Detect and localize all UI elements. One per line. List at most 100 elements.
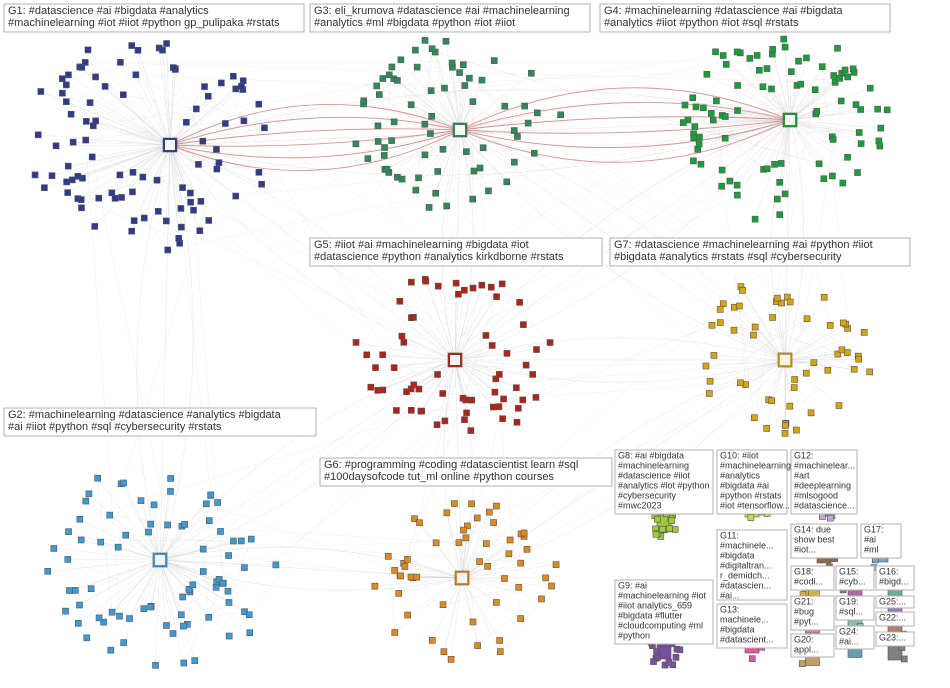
network-node[interactable] — [782, 423, 788, 429]
network-node[interactable] — [787, 403, 793, 409]
network-node[interactable] — [723, 61, 729, 67]
network-node[interactable] — [462, 83, 468, 89]
network-node[interactable] — [375, 123, 381, 129]
network-node[interactable] — [215, 500, 221, 506]
network-node[interactable] — [259, 181, 265, 187]
network-node[interactable] — [408, 279, 414, 285]
network-node[interactable] — [53, 143, 59, 149]
network-node[interactable] — [489, 343, 495, 349]
network-node[interactable] — [66, 529, 72, 535]
network-node[interactable] — [404, 556, 410, 562]
network-node[interactable] — [704, 71, 710, 77]
network-node[interactable] — [707, 378, 713, 384]
network-node[interactable] — [464, 410, 470, 416]
network-node[interactable] — [845, 74, 851, 80]
network-node[interactable] — [170, 65, 176, 71]
network-node[interactable] — [735, 82, 741, 88]
network-node[interactable] — [389, 138, 395, 144]
network-node[interactable] — [401, 339, 407, 345]
network-node[interactable] — [226, 553, 232, 559]
network-node[interactable] — [159, 47, 165, 53]
network-node[interactable] — [469, 397, 475, 403]
network-node[interactable] — [133, 72, 139, 78]
network-node[interactable] — [178, 224, 184, 230]
network-node[interactable] — [241, 118, 247, 124]
network-node[interactable] — [364, 352, 370, 358]
network-node[interactable] — [530, 371, 536, 377]
network-node[interactable] — [513, 385, 519, 391]
network-node[interactable] — [419, 408, 425, 414]
network-node[interactable] — [218, 80, 224, 86]
network-node[interactable] — [129, 189, 135, 195]
network-node[interactable] — [709, 322, 715, 328]
network-node[interactable] — [88, 586, 94, 592]
network-node[interactable] — [722, 135, 728, 141]
network-node[interactable] — [803, 370, 809, 376]
network-node[interactable] — [393, 407, 399, 413]
network-node[interactable] — [64, 179, 70, 185]
network-node[interactable] — [382, 145, 388, 151]
network-node[interactable] — [696, 134, 702, 140]
network-node[interactable] — [706, 391, 712, 397]
network-node[interactable] — [392, 567, 398, 573]
network-node[interactable] — [205, 93, 211, 99]
network-node[interactable] — [668, 518, 674, 524]
network-node[interactable] — [429, 113, 435, 119]
network-node[interactable] — [163, 622, 169, 628]
network-node[interactable] — [129, 228, 135, 234]
network-node[interactable] — [65, 190, 71, 196]
network-node[interactable] — [392, 629, 398, 635]
network-node[interactable] — [453, 280, 459, 286]
network-node[interactable] — [408, 315, 414, 321]
network-node[interactable] — [778, 160, 784, 166]
network-node[interactable] — [90, 123, 96, 129]
network-node[interactable] — [233, 86, 239, 92]
network-node[interactable] — [38, 89, 44, 95]
network-node[interactable] — [461, 417, 467, 423]
network-node[interactable] — [361, 98, 367, 104]
network-node[interactable] — [394, 77, 400, 83]
network-node[interactable] — [491, 520, 497, 526]
network-node[interactable] — [460, 62, 466, 68]
network-node[interactable] — [518, 616, 524, 622]
network-node[interactable] — [497, 637, 503, 643]
network-node[interactable] — [731, 327, 737, 333]
network-node[interactable] — [477, 559, 483, 565]
network-node[interactable] — [83, 498, 89, 504]
network-node[interactable] — [365, 156, 371, 162]
network-node[interactable] — [83, 137, 89, 143]
network-node[interactable] — [737, 380, 743, 386]
network-node[interactable] — [493, 503, 499, 509]
network-node[interactable] — [827, 322, 833, 328]
network-node[interactable] — [353, 141, 359, 147]
network-node[interactable] — [380, 387, 386, 393]
network-node[interactable] — [456, 540, 462, 546]
network-node[interactable] — [213, 146, 219, 152]
network-node[interactable] — [422, 152, 428, 158]
network-node[interactable] — [198, 198, 204, 204]
network-node[interactable] — [672, 527, 678, 533]
network-node[interactable] — [734, 182, 740, 188]
network-node[interactable] — [141, 606, 147, 612]
network-node[interactable] — [200, 138, 206, 144]
network-node[interactable] — [782, 430, 788, 436]
network-node[interactable] — [858, 141, 864, 147]
network-node[interactable] — [87, 100, 93, 106]
network-node[interactable] — [448, 656, 454, 662]
network-node[interactable] — [261, 125, 267, 131]
network-node[interactable] — [121, 480, 127, 486]
network-node[interactable] — [651, 659, 657, 665]
network-node[interactable] — [838, 98, 844, 104]
network-node[interactable] — [180, 185, 186, 191]
network-node[interactable] — [516, 584, 522, 590]
network-node[interactable] — [127, 616, 133, 622]
network-node[interactable] — [538, 596, 544, 602]
network-node[interactable] — [720, 53, 726, 59]
network-node[interactable] — [109, 190, 115, 196]
network-node[interactable] — [375, 138, 381, 144]
network-node[interactable] — [808, 410, 814, 416]
network-node[interactable] — [520, 397, 526, 403]
network-node[interactable] — [440, 391, 446, 397]
network-node[interactable] — [386, 72, 392, 78]
network-node[interactable] — [771, 161, 777, 167]
